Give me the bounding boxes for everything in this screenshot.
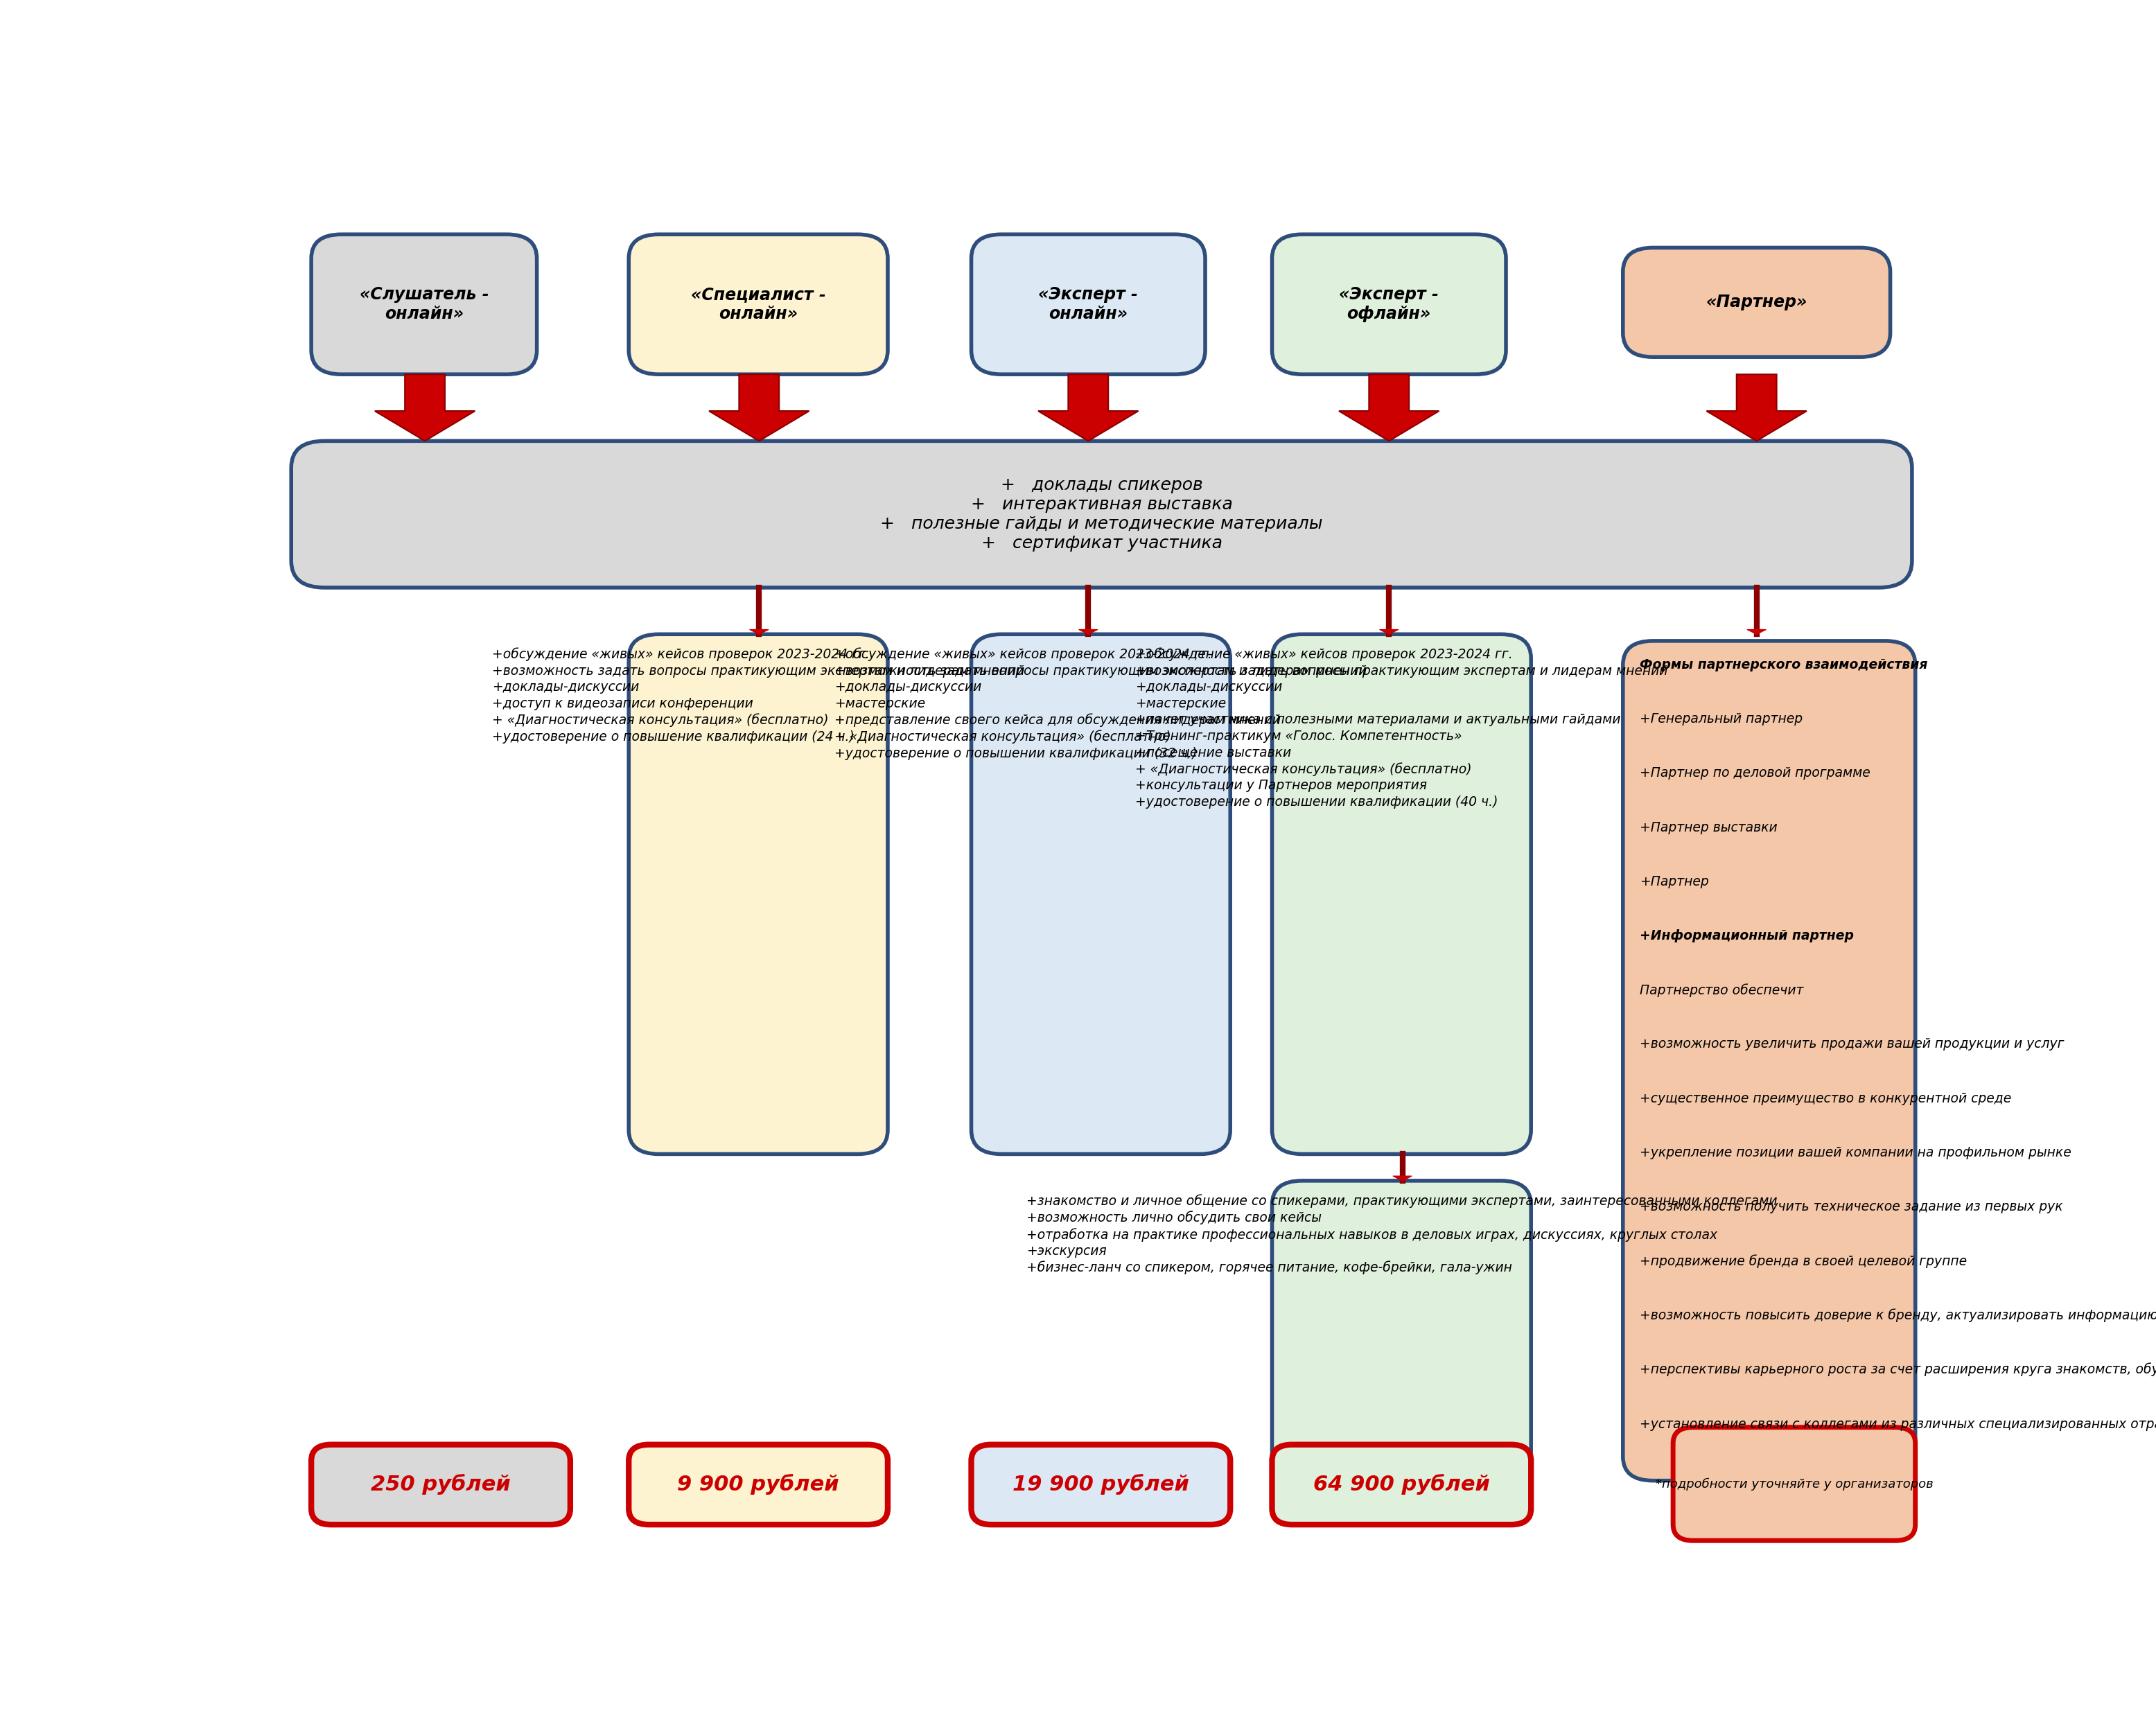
Text: +обсуждение «живых» кейсов проверок 2023-2024 гг.
+возможность задать вопросы пр: +обсуждение «живых» кейсов проверок 2023… bbox=[492, 647, 1024, 743]
Text: +возможность повысить доверие к бренду, актуализировать информацию о своей компа: +возможность повысить доверие к бренду, … bbox=[1639, 1309, 2156, 1322]
FancyBboxPatch shape bbox=[970, 1445, 1231, 1525]
Text: +знакомство и личное общение со спикерами, практикующими экспертами, заинтересов: +знакомство и личное общение со спикерам… bbox=[1026, 1194, 1777, 1274]
Text: +Партнер по деловой программе: +Партнер по деловой программе bbox=[1639, 767, 1869, 779]
Text: +Генеральный партнер: +Генеральный партнер bbox=[1639, 713, 1802, 725]
Text: 19 900 рублей: 19 900 рублей bbox=[1013, 1475, 1190, 1496]
Text: +Партнер выставки: +Партнер выставки bbox=[1639, 820, 1777, 834]
FancyBboxPatch shape bbox=[630, 634, 888, 1155]
FancyBboxPatch shape bbox=[630, 234, 888, 374]
FancyBboxPatch shape bbox=[1272, 1445, 1531, 1525]
Polygon shape bbox=[1039, 374, 1138, 441]
FancyBboxPatch shape bbox=[1673, 1428, 1915, 1541]
FancyBboxPatch shape bbox=[1623, 640, 1915, 1480]
Text: Формы партнерского взаимодействия: Формы партнерского взаимодействия bbox=[1639, 658, 1927, 672]
Text: +обсуждение «живых» кейсов проверок 2023-2024 гг.
+возможность задать вопросы пр: +обсуждение «живых» кейсов проверок 2023… bbox=[1136, 647, 1669, 808]
Polygon shape bbox=[375, 374, 474, 441]
Text: +возможность получить техническое задание из первых рук: +возможность получить техническое задани… bbox=[1639, 1200, 2063, 1213]
Text: «Эксперт -
офлайн»: «Эксперт - офлайн» bbox=[1339, 286, 1438, 322]
Text: +Информационный партнер: +Информационный партнер bbox=[1639, 930, 1854, 942]
Text: +укрепление позиции вашей компании на профильном рынке: +укрепление позиции вашей компании на пр… bbox=[1639, 1146, 2072, 1160]
Text: *подробности уточняйте у организаторов: *подробности уточняйте у организаторов bbox=[1656, 1478, 1934, 1490]
FancyBboxPatch shape bbox=[970, 234, 1205, 374]
Text: «Партнер»: «Партнер» bbox=[1705, 294, 1807, 310]
FancyBboxPatch shape bbox=[1272, 234, 1505, 374]
Text: +продвижение бренда в своей целевой группе: +продвижение бренда в своей целевой груп… bbox=[1639, 1255, 1966, 1269]
Text: «Специалист -
онлайн»: «Специалист - онлайн» bbox=[690, 286, 826, 322]
Text: +   доклады спикеров
+   интерактивная выставка
+   полезные гайды и методически: + доклады спикеров + интерактивная выста… bbox=[880, 478, 1324, 552]
Text: 250 рублей: 250 рублей bbox=[371, 1475, 511, 1496]
Text: +обсуждение «живых» кейсов проверок 2023-2024 гг.
+возможность задать вопросы пр: +обсуждение «живых» кейсов проверок 2023… bbox=[834, 647, 1367, 760]
Text: Партнерство обеспечит: Партнерство обеспечит bbox=[1639, 983, 1802, 997]
FancyBboxPatch shape bbox=[1272, 634, 1531, 1155]
FancyBboxPatch shape bbox=[291, 441, 1912, 587]
FancyBboxPatch shape bbox=[310, 1445, 569, 1525]
Polygon shape bbox=[709, 374, 808, 441]
Text: «Слушатель -
онлайн»: «Слушатель - онлайн» bbox=[360, 286, 489, 322]
FancyBboxPatch shape bbox=[1623, 248, 1891, 357]
FancyBboxPatch shape bbox=[970, 634, 1231, 1155]
FancyBboxPatch shape bbox=[630, 1445, 888, 1525]
Text: +установление связи с коллегами из различных специализированных отраслей, создаю: +установление связи с коллегами из разли… bbox=[1639, 1418, 2156, 1432]
Text: +Партнер: +Партнер bbox=[1639, 876, 1710, 888]
Text: «Эксперт -
онлайн»: «Эксперт - онлайн» bbox=[1039, 286, 1138, 322]
FancyBboxPatch shape bbox=[310, 234, 537, 374]
FancyBboxPatch shape bbox=[1272, 1181, 1531, 1480]
Polygon shape bbox=[1339, 374, 1440, 441]
Text: 64 900 рублей: 64 900 рублей bbox=[1313, 1475, 1490, 1496]
Text: +перспективы карьерного роста за счет расширения круга знакомств, обучения и обм: +перспективы карьерного роста за счет ра… bbox=[1639, 1362, 2156, 1376]
Polygon shape bbox=[1705, 374, 1807, 441]
Text: +возможность увеличить продажи вашей продукции и услуг: +возможность увеличить продажи вашей про… bbox=[1639, 1037, 2063, 1051]
Text: 9 900 рублей: 9 900 рублей bbox=[677, 1475, 839, 1496]
Text: +существенное преимущество в конкурентной среде: +существенное преимущество в конкурентно… bbox=[1639, 1092, 2012, 1104]
